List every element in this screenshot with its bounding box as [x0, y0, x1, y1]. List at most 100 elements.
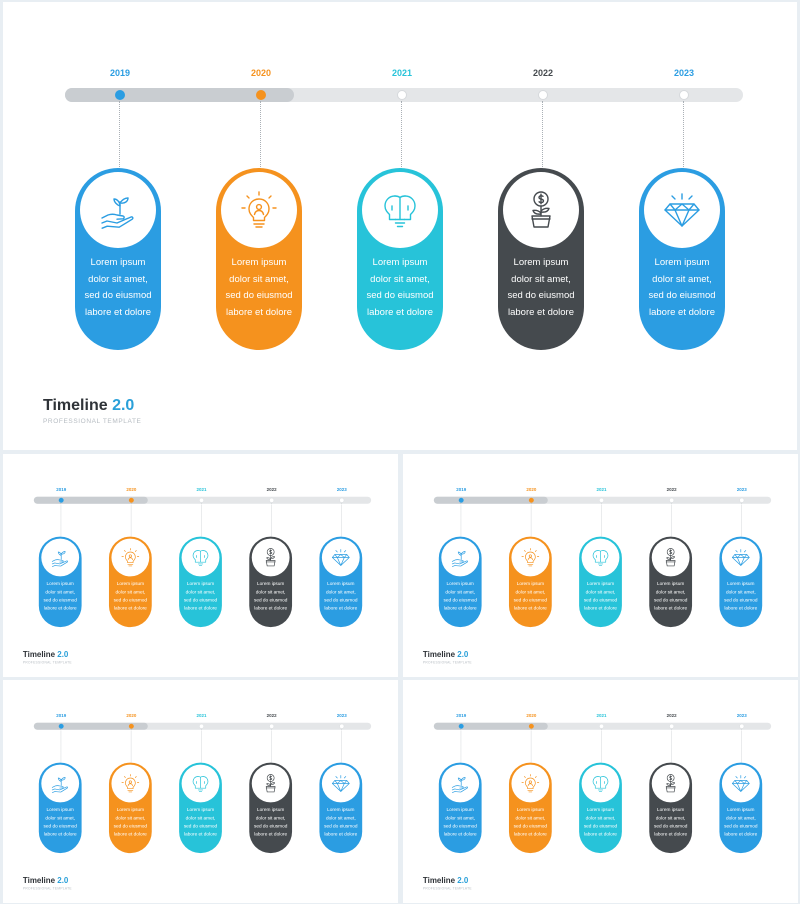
milestone-text: Lorem ipsum dolor sit amet, sed do eiusmod… [75, 255, 161, 321]
milestone-card: Lorem ipsum dolor sit amet, sed do eiusmod… [508, 762, 552, 854]
milestone-text-line: Lorem ipsum [446, 580, 474, 587]
title-number: 2.0 [57, 876, 69, 885]
milestone-text-line: Lorem ipsum [446, 806, 474, 813]
milestone-text-line: labore et dolore [184, 605, 217, 611]
year-label: 2023 [673, 68, 695, 78]
milestone-card: Lorem ipsum dolor sit amet, sed do eiusmod… [649, 536, 693, 628]
milestone-text-line: sed do eiusmod [324, 823, 358, 829]
timeline-dot [599, 497, 604, 503]
milestone-text-line: sed do eiusmod [513, 823, 548, 829]
milestone-text-line: Lorem ipsum [327, 806, 355, 813]
milestone-card: Lorem ipsum dolor sit amet, sed do eiusmod… [579, 536, 622, 628]
timeline-dot [339, 723, 345, 729]
milestone-card: Lorem ipsum dolor sit amet, sed do eiusmod… [179, 762, 222, 854]
slide-subtitle: PROFESSIONAL TEMPLATE [422, 886, 472, 891]
timeline-dot [599, 723, 604, 729]
slide-title: Timeline 2.0 [423, 877, 468, 886]
slide-thumbnail-1[interactable]: 2019 Lorem ipsum dolor sit amet, sed do ei… [3, 454, 398, 677]
year-label: 2020 [250, 68, 272, 78]
year-label: 2021 [196, 712, 207, 718]
connector-line [119, 101, 120, 169]
milestone-text-line: sed do eiusmod [253, 823, 288, 829]
milestone-text-line: dolor sit amet, [515, 589, 546, 595]
year-label: 2020 [126, 486, 137, 492]
milestone-card: Lorem ipsum dolor sit amet, sed do eiusmod… [319, 536, 363, 628]
timeline-dot [58, 497, 64, 503]
milestone-text-line: sed do eiusmod [653, 823, 688, 829]
slide-thumbnail-4[interactable]: 2019 Lorem ipsum dolor sit amet, sed do ei… [403, 680, 798, 903]
milestone-text-line: dolor sit amet, [45, 589, 76, 595]
timeline-progress [33, 496, 148, 504]
milestone-text-line: sed do eiusmod [507, 290, 575, 301]
milestone-text-line: sed do eiusmod [653, 597, 688, 603]
milestone-card: Lorem ipsum dolor sit amet, sed do eiusmod… [357, 168, 443, 350]
year-label: 2019 [56, 486, 67, 492]
milestone-text-line: sed do eiusmod [324, 597, 358, 603]
milestone-text-line: Lorem ipsum [256, 580, 285, 587]
icon-circle-2019 [80, 172, 156, 248]
year-label: 2019 [456, 486, 467, 492]
icon-circle-2022 [503, 172, 579, 248]
slide-subtitle: PROFESSIONAL TEMPLATE [22, 660, 72, 665]
milestone-text-line: dolor sit amet, [45, 815, 76, 821]
slide-thumbnail-3[interactable]: 2019 Lorem ipsum dolor sit amet, sed do ei… [3, 680, 398, 903]
icon-circle-2021 [362, 172, 438, 248]
milestone-text-line: dolor sit amet, [370, 273, 430, 285]
icon-circle-2022 [251, 538, 290, 577]
icon-circle-2020 [511, 538, 550, 577]
milestone-text-line: dolor sit amet, [655, 589, 686, 595]
timeline-dot [458, 723, 464, 729]
milestone-text-line: labore et dolore [324, 605, 358, 611]
slide-title: Timeline 2.0 [423, 651, 468, 660]
milestone-text-line: labore et dolore [443, 831, 477, 837]
slide-thumbnail-2[interactable]: 2019 Lorem ipsum dolor sit amet, sed do ei… [403, 454, 798, 677]
milestone-text-line: dolor sit amet, [255, 589, 286, 595]
timeline-dot [397, 90, 407, 100]
milestone-text-line: labore et dolore [648, 306, 716, 318]
milestone-text: Lorem ipsum dolor sit amet, sed do eiusmod… [439, 580, 482, 613]
milestone-text-line: dolor sit amet, [115, 589, 146, 595]
icon-circle-2023 [721, 538, 760, 577]
milestone-text: Lorem ipsum dolor sit amet, sed do eiusmod… [579, 806, 622, 839]
milestone-text-line: dolor sit amet, [515, 815, 546, 821]
milestone-card: Lorem ipsum dolor sit amet, sed do eiusmod… [108, 536, 152, 628]
year-label: 2022 [266, 712, 277, 718]
milestone-text-line: dolor sit amet, [185, 589, 216, 595]
timeline-dot [58, 723, 64, 729]
title-word: Timeline [22, 650, 56, 659]
milestone-text: Lorem ipsum dolor sit amet, sed do eiusmod… [498, 255, 584, 321]
milestone-text-line: dolor sit amet, [115, 815, 146, 821]
icon-circle-2023 [721, 764, 760, 803]
milestone-text-line: sed do eiusmod [113, 597, 148, 603]
milestone-text: Lorem ipsum dolor sit amet, sed do eiusmod… [216, 255, 302, 321]
milestone-text-line: Lorem ipsum [586, 580, 615, 587]
icon-circle-2021 [581, 764, 620, 803]
milestone-card: Lorem ipsum dolor sit amet, sed do eiusmod… [319, 762, 363, 854]
slide-main[interactable]: 2019 Lorem ipsum dolor sit amet, sed do ei… [3, 2, 797, 450]
milestone-text-line: dolor sit amet, [445, 589, 476, 595]
milestone-card: Lorem ipsum dolor sit amet, sed do eiusmod… [38, 762, 82, 854]
slide-title: Timeline 2.0 [23, 877, 68, 886]
milestone-text-line: sed do eiusmod [443, 597, 477, 603]
milestone-text-line: dolor sit amet, [445, 815, 476, 821]
milestone-text-line: dolor sit amet, [88, 273, 148, 285]
milestone-text-line: sed do eiusmod [43, 823, 77, 829]
year-label: 2021 [596, 712, 607, 718]
milestone-text-line: Lorem ipsum [231, 257, 287, 268]
milestone-text-line: sed do eiusmod [84, 290, 152, 301]
milestone-text-line: dolor sit amet, [585, 815, 616, 821]
slide-subtitle: PROFESSIONAL TEMPLATE [22, 886, 72, 891]
timeline-dot [739, 723, 745, 729]
slide-title: Timeline 2.0 [43, 397, 134, 415]
milestone-card: Lorem ipsum dolor sit amet, sed do eiusmod… [108, 762, 152, 854]
icon-circle-2019 [441, 764, 480, 803]
year-label: 2021 [391, 68, 413, 78]
milestone-card: Lorem ipsum dolor sit amet, sed do eiusmod… [719, 762, 763, 854]
milestone-text: Lorem ipsum dolor sit amet, sed do eiusmod… [719, 806, 762, 839]
slide-subtitle: PROFESSIONAL TEMPLATE [422, 660, 472, 665]
milestone-text-line: labore et dolore [324, 831, 358, 837]
title-word: Timeline [22, 876, 56, 885]
milestone-card: Lorem ipsum dolor sit amet, sed do eiusmod… [438, 536, 482, 628]
connector-line [683, 101, 684, 169]
milestone-text-line: dolor sit amet, [185, 815, 216, 821]
